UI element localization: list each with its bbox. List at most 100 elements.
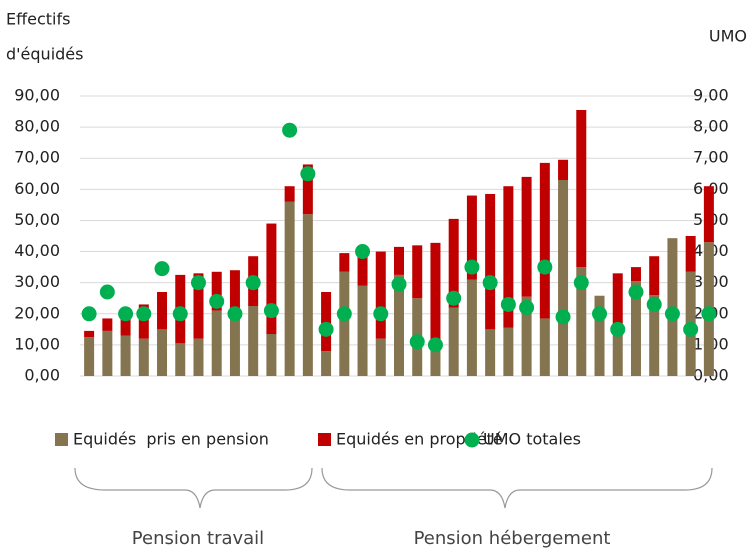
bar-segment xyxy=(248,306,259,376)
bar-segment xyxy=(521,296,532,376)
umo-point xyxy=(409,334,425,350)
y2-axis-title: UMO xyxy=(709,27,747,46)
bar-segment xyxy=(485,329,496,376)
legend-label: Equidés pris en pension xyxy=(73,430,269,449)
bar-segment xyxy=(321,351,332,376)
bar-segment xyxy=(466,195,477,280)
umo-point xyxy=(318,321,334,337)
bar-segment xyxy=(138,338,149,376)
bar-segment xyxy=(649,256,660,296)
bar-segment xyxy=(503,186,514,328)
umo-point xyxy=(555,309,571,325)
bar-segment xyxy=(612,273,623,333)
bar-segment xyxy=(630,281,641,376)
bar-segment xyxy=(558,159,569,180)
y-axis-title: d'équidés xyxy=(6,45,83,64)
group-brace xyxy=(74,467,313,509)
bar-segment xyxy=(485,194,496,330)
bar-segment xyxy=(430,344,441,376)
bar-segment xyxy=(302,214,313,376)
bar-segment xyxy=(357,285,368,376)
y-axis-title: Effectifs xyxy=(6,10,70,29)
bar-segment xyxy=(211,271,222,311)
bar-segment xyxy=(266,334,277,376)
bar-segment xyxy=(120,335,131,376)
y-tick-label: 70,00 xyxy=(14,148,60,167)
legend-label: UMO totales xyxy=(483,430,581,449)
umo-point xyxy=(592,306,608,322)
umo-point xyxy=(81,306,97,322)
bar-segment xyxy=(576,267,587,376)
umo-point xyxy=(355,244,371,260)
y-tick-label: 90,00 xyxy=(14,86,60,105)
umo-point xyxy=(118,306,134,322)
bar-segment xyxy=(157,329,168,376)
bar-segment xyxy=(339,253,350,272)
bar-segment xyxy=(539,162,550,319)
bar-segment xyxy=(266,223,277,334)
legend-label: Equidés en propriété xyxy=(336,430,503,449)
umo-point xyxy=(446,290,462,306)
bar-segment xyxy=(612,332,623,376)
umo-point xyxy=(701,306,717,322)
umo-point xyxy=(136,306,152,322)
bar-segment xyxy=(120,313,131,336)
bar-segment xyxy=(594,295,605,376)
umo-point xyxy=(646,296,662,312)
bar-segment xyxy=(539,318,550,376)
y2-tick-label: 7,00 xyxy=(693,148,729,167)
bar-segment xyxy=(321,292,332,352)
umo-point xyxy=(300,166,316,182)
bar-segment xyxy=(284,201,295,376)
y-tick-label: 0,00 xyxy=(24,366,60,385)
umo-point xyxy=(99,284,115,300)
legend-swatch xyxy=(464,432,480,448)
bar-segment xyxy=(466,279,477,376)
legend-swatch xyxy=(318,433,331,446)
bar-segment xyxy=(84,337,95,376)
bar-segment xyxy=(211,310,222,376)
bar-segment xyxy=(84,330,95,338)
umo-point xyxy=(209,293,225,309)
umo-point xyxy=(172,306,188,322)
umo-point xyxy=(519,300,535,316)
bar-segment xyxy=(430,242,441,345)
y-tick-label: 30,00 xyxy=(14,272,60,291)
bar-segment xyxy=(558,180,569,376)
y-tick-label: 80,00 xyxy=(14,117,60,136)
umo-point xyxy=(190,275,206,291)
bar-segment xyxy=(284,186,295,202)
bar-segment xyxy=(193,338,204,376)
umo-point xyxy=(336,306,352,322)
bar-segment xyxy=(229,313,240,376)
bar-segment xyxy=(503,327,514,376)
legend-swatch xyxy=(55,433,68,446)
y-tick-label: 40,00 xyxy=(14,241,60,260)
umo-point xyxy=(628,284,644,300)
umo-point xyxy=(683,321,699,337)
bar-segment xyxy=(521,176,532,297)
y-tick-label: 10,00 xyxy=(14,334,60,353)
group-label: Pension travail xyxy=(132,528,264,549)
bar-segment xyxy=(175,343,186,376)
bar-segment xyxy=(576,110,587,268)
bar-segment xyxy=(157,292,168,330)
bar-segment xyxy=(375,338,386,376)
umo-point xyxy=(537,259,553,275)
y-tick-label: 50,00 xyxy=(14,210,60,229)
y2-tick-label: 9,00 xyxy=(693,86,729,105)
umo-point xyxy=(610,321,626,337)
bar-segment xyxy=(630,267,641,282)
y2-tick-label: 8,00 xyxy=(693,117,729,136)
bar-segment xyxy=(649,295,660,376)
bar-segment xyxy=(138,304,149,339)
umo-point xyxy=(664,306,680,322)
y-tick-label: 20,00 xyxy=(14,303,60,322)
umo-point xyxy=(427,337,443,353)
umo-point xyxy=(482,275,498,291)
umo-point xyxy=(154,261,170,277)
bar-segment xyxy=(302,164,313,215)
bar-segment xyxy=(448,307,459,376)
bar-segment xyxy=(685,236,696,272)
